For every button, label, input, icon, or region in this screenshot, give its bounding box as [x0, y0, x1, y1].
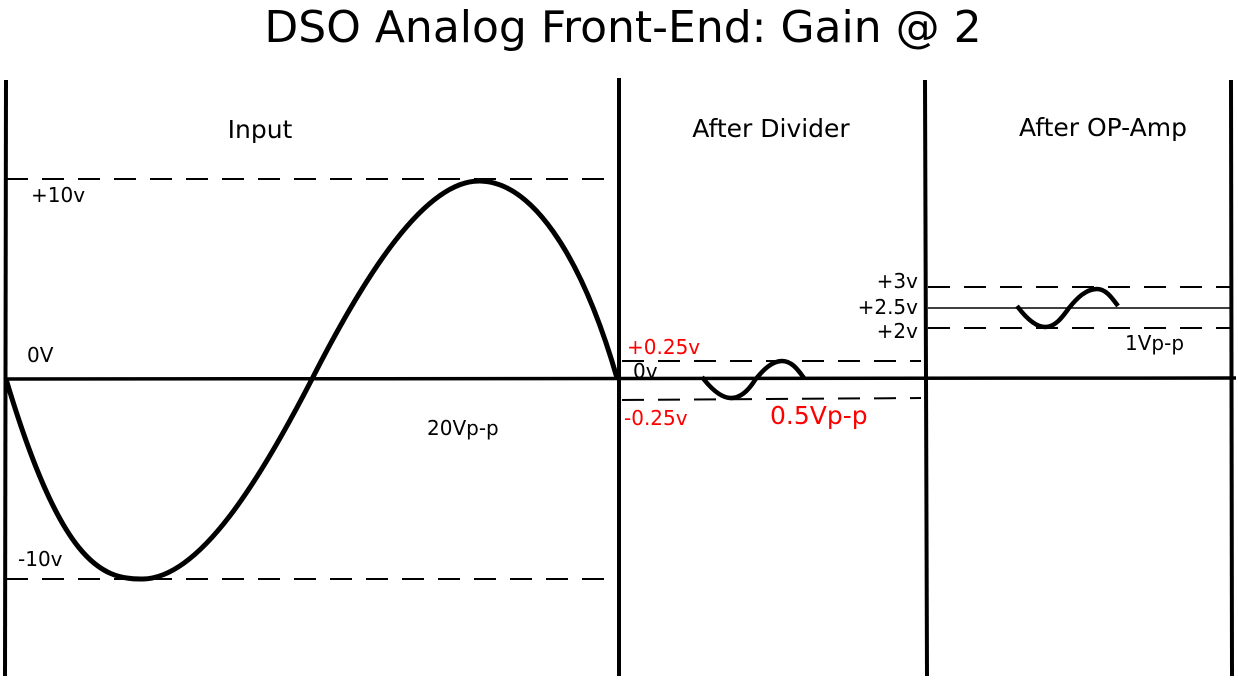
opamp-vpp-label: 1Vp-p [1125, 331, 1184, 355]
opamp-pos-level-label: +3v [877, 269, 918, 293]
opamp-mid-level-label: +2.5v [858, 295, 919, 319]
divider-pos-level-label: +0.25v [627, 335, 700, 359]
divider-neg-dashed-line [621, 397, 922, 401]
divider-sine-wave [700, 358, 806, 401]
input-vpp-label: 20Vp-p [427, 416, 499, 440]
section-input: Input [228, 115, 293, 144]
opamp-sine-wave [1015, 286, 1120, 330]
section-after-opamp: After OP-Amp [1019, 113, 1187, 142]
input-sine-wave [3, 178, 620, 582]
input-neg-level-label: -10v [18, 547, 63, 571]
section-after-divider: After Divider [692, 114, 850, 143]
divider-vpp-label: 0.5Vp-p [770, 401, 868, 430]
input-pos-level-label: +10v [31, 183, 85, 207]
zero-axis [4, 376, 1237, 381]
opamp-neg-level-label: +2v [877, 319, 918, 343]
input-zero-level-label: 0V [27, 343, 54, 367]
divider-zero-level-label: 0v [633, 359, 658, 383]
diagram-title: DSO Analog Front-End: Gain @ 2 [264, 2, 981, 53]
divider-neg-level-label: -0.25v [624, 406, 688, 430]
